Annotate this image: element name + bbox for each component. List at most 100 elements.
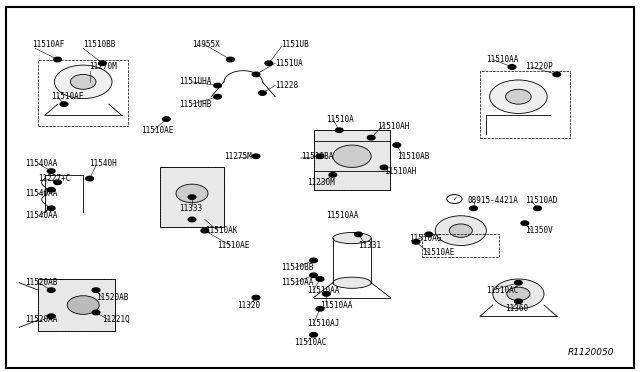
Circle shape: [310, 258, 317, 263]
Text: 08915-4421A: 08915-4421A: [467, 196, 518, 205]
Text: 11510AE: 11510AE: [422, 248, 455, 257]
Text: 11510AD: 11510AD: [525, 196, 557, 205]
Text: 11520AA: 11520AA: [26, 315, 58, 324]
Bar: [422, 234, 499, 257]
Text: 14955X: 14955X: [192, 40, 220, 49]
Circle shape: [70, 74, 96, 89]
Circle shape: [435, 216, 486, 246]
Text: 1151UHB: 1151UHB: [179, 100, 212, 109]
Text: 11230M: 11230M: [307, 178, 335, 187]
Circle shape: [425, 232, 433, 237]
Text: 11510A: 11510A: [326, 115, 354, 124]
Text: 11350V: 11350V: [525, 226, 552, 235]
Circle shape: [47, 288, 55, 292]
Circle shape: [188, 217, 196, 222]
Circle shape: [506, 89, 531, 104]
Bar: [160, 167, 224, 227]
Bar: [38, 60, 128, 126]
Circle shape: [380, 165, 388, 170]
Circle shape: [515, 299, 522, 304]
Circle shape: [335, 128, 343, 132]
Bar: [480, 71, 570, 138]
Text: 11510AC: 11510AC: [486, 286, 519, 295]
Circle shape: [310, 273, 317, 278]
Text: 11275M: 11275M: [224, 152, 252, 161]
Circle shape: [47, 314, 55, 318]
Text: 11360: 11360: [506, 304, 529, 313]
Circle shape: [227, 57, 234, 62]
Circle shape: [252, 72, 260, 77]
Text: 11510AF: 11510AF: [51, 92, 84, 101]
Text: 1151UHA: 1151UHA: [179, 77, 212, 86]
Bar: [38, 279, 115, 331]
Circle shape: [86, 176, 93, 181]
Bar: [314, 130, 390, 190]
Circle shape: [329, 173, 337, 177]
Circle shape: [449, 224, 472, 237]
Circle shape: [67, 296, 99, 314]
Circle shape: [163, 117, 170, 121]
Text: 11540AA: 11540AA: [26, 159, 58, 168]
Circle shape: [493, 279, 544, 309]
Circle shape: [470, 206, 477, 211]
Circle shape: [355, 232, 362, 237]
Circle shape: [47, 206, 55, 211]
Text: 1151UB: 1151UB: [282, 40, 309, 49]
Circle shape: [490, 80, 547, 113]
Text: 1151UA: 1151UA: [275, 59, 303, 68]
Circle shape: [252, 295, 260, 300]
Text: 11510AA: 11510AA: [307, 286, 340, 295]
Bar: [314, 130, 390, 190]
Circle shape: [393, 143, 401, 147]
Circle shape: [508, 65, 516, 69]
Text: 11510BB: 11510BB: [282, 263, 314, 272]
Text: 11540H: 11540H: [90, 159, 117, 168]
Ellipse shape: [333, 277, 371, 288]
Circle shape: [265, 61, 273, 65]
Circle shape: [92, 288, 100, 292]
Circle shape: [515, 280, 522, 285]
Text: 11510AH: 11510AH: [384, 167, 417, 176]
Circle shape: [47, 187, 55, 192]
Circle shape: [92, 310, 100, 315]
Text: 11510AA: 11510AA: [282, 278, 314, 287]
Circle shape: [507, 287, 530, 301]
Circle shape: [316, 154, 324, 158]
Circle shape: [367, 135, 375, 140]
Circle shape: [553, 72, 561, 77]
Text: 11227+C: 11227+C: [38, 174, 71, 183]
Text: 11228: 11228: [275, 81, 298, 90]
Text: 11520AB: 11520AB: [26, 278, 58, 287]
Ellipse shape: [333, 232, 371, 244]
Text: 11510AB: 11510AB: [397, 152, 429, 161]
Text: 11320: 11320: [237, 301, 260, 310]
Text: 11270M: 11270M: [90, 62, 117, 71]
Text: 11510AA: 11510AA: [326, 211, 359, 220]
Bar: [38, 279, 115, 331]
Text: 11540AA: 11540AA: [26, 189, 58, 198]
Text: 11510AF: 11510AF: [32, 40, 65, 49]
Circle shape: [259, 91, 266, 95]
Circle shape: [99, 61, 106, 65]
Text: 11510AA: 11510AA: [486, 55, 519, 64]
Circle shape: [176, 184, 208, 203]
Text: 11510AE: 11510AE: [218, 241, 250, 250]
Text: 11510AG: 11510AG: [410, 234, 442, 243]
Text: 11331: 11331: [358, 241, 381, 250]
Circle shape: [412, 240, 420, 244]
Circle shape: [201, 228, 209, 233]
Text: 11540AA: 11540AA: [26, 211, 58, 220]
Bar: [160, 167, 224, 227]
Circle shape: [54, 180, 61, 185]
Text: 11333: 11333: [179, 204, 202, 213]
Circle shape: [54, 57, 61, 62]
Circle shape: [214, 83, 221, 88]
Circle shape: [252, 154, 260, 158]
Circle shape: [316, 307, 324, 311]
Text: 11221Q: 11221Q: [102, 315, 130, 324]
Text: 11510AE: 11510AE: [141, 126, 173, 135]
Circle shape: [323, 292, 330, 296]
Circle shape: [534, 206, 541, 211]
Text: R1120050: R1120050: [568, 348, 614, 357]
Circle shape: [60, 102, 68, 106]
